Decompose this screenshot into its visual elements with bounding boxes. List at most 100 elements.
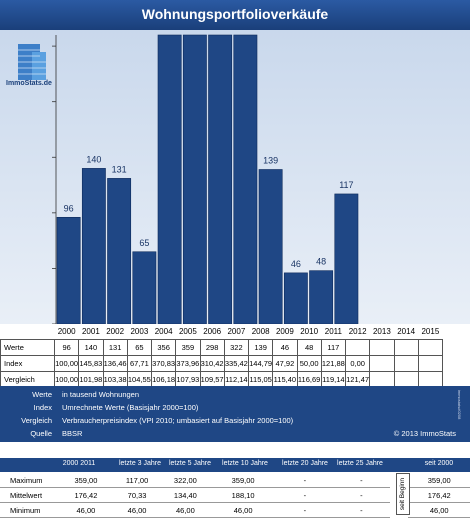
legend-value: in tausend Wohnungen [62, 390, 140, 399]
x-tick-label-2006: 2006 [203, 327, 222, 336]
table-cell: 145,83 [78, 355, 104, 372]
table-cell: 46 [272, 339, 298, 356]
table-cell: 144,79 [247, 355, 274, 372]
data-label-2003: 65 [139, 238, 149, 248]
x-tick-label-2010: 2010 [300, 327, 319, 336]
stats-cell: 134,40 [161, 487, 210, 503]
stats-header-cell: letzte 25 Jahre [337, 460, 383, 467]
legend-key: Werte [32, 390, 52, 399]
stats-cell: 188,10 [209, 487, 277, 503]
building-logo-icon [18, 44, 46, 80]
x-tick-label-2002: 2002 [106, 327, 125, 336]
vertical-label: seit Beginn [399, 478, 406, 511]
table-cell [417, 339, 444, 356]
table-cell: 298 [199, 339, 225, 356]
bar-2006 [208, 34, 233, 324]
table-row: Index 100,00 145,83 136,46 67,71 370,83 373,96… [0, 355, 444, 372]
table-cell [417, 355, 444, 372]
row-label: Werte [0, 339, 55, 356]
stats-cell: 70,33 [112, 487, 162, 503]
table-cell [344, 339, 371, 356]
legend-value: Umrechnete Werte (Basisjahr 2000=100) [62, 403, 199, 412]
copyright: © 2013 ImmoStats [393, 429, 456, 438]
page-title: Wohnungsportfolioverkäufe [141, 6, 329, 22]
table-cell: 0,00 [344, 355, 371, 372]
data-label-2002: 131 [112, 164, 127, 174]
table-cell [369, 339, 395, 356]
table-cell [369, 355, 395, 372]
x-tick-label-2007: 2007 [227, 327, 246, 336]
table-cell: 48 [296, 339, 322, 356]
bar-2007 [233, 34, 258, 324]
table-cell: 47,92 [272, 355, 298, 372]
table-cell: 310,42 [199, 355, 225, 372]
stats-cell: 359,00 [58, 473, 113, 488]
legend-key: Index [33, 403, 52, 412]
bar-2010 [309, 270, 334, 324]
table-cell: 100,00 [53, 355, 80, 372]
data-label-2009: 46 [291, 259, 301, 269]
x-tick-label-2003: 2003 [130, 327, 149, 336]
x-tick-label-2014: 2014 [397, 327, 416, 336]
stats-header-cell: seit 2000 [424, 460, 454, 467]
stats-cell: 322,00 [161, 473, 210, 488]
stats-cell: 117,00 [112, 473, 162, 488]
data-label-2000: 96 [64, 203, 74, 213]
stats-cell: 176,42 [408, 487, 470, 503]
x-tick-label-2008: 2008 [251, 327, 270, 336]
x-tick-label-2011: 2011 [324, 327, 342, 336]
table-cell: 140 [78, 339, 104, 356]
stats-cell: 359,00 [408, 473, 470, 488]
stats-cell: - [276, 502, 334, 518]
stats-cell: - [333, 487, 390, 503]
data-label-2008: 139 [263, 155, 278, 165]
data-label-2011: 117 [339, 180, 353, 190]
table-cell: 50,00 [296, 355, 322, 372]
table-cell: 335,42 [223, 355, 250, 372]
bar-2003 [132, 251, 157, 324]
title-bar: Wohnungsportfolioverkäufe [0, 0, 470, 30]
row-label: Index [0, 355, 55, 372]
table-cell [393, 339, 419, 356]
logo-text: ImmoStats.de [6, 80, 52, 87]
bar-2004 [157, 34, 182, 324]
stats-row-label: Mittelwert [0, 487, 59, 503]
x-tick-label-2012: 2012 [348, 327, 367, 336]
bar-2001 [81, 168, 106, 324]
table-cell: 65 [126, 339, 153, 356]
table-row: Werte 96 140 131 65 356 359 298 322 139 46 48 117 [0, 339, 444, 356]
bar-2009 [283, 272, 308, 324]
stats-cell: 176,42 [58, 487, 113, 503]
x-tick-label-2004: 2004 [154, 327, 173, 336]
stats-cell: - [333, 502, 390, 518]
stats-cell: 46,00 [112, 502, 162, 518]
stats-row: Maximum 359,00 117,00 322,00 359,00- -359,00 [0, 473, 470, 488]
table-cell: 117 [320, 339, 347, 356]
stats-cell: - [333, 473, 390, 488]
table-cell: 359 [175, 339, 201, 356]
stats-cell: 46,00 [161, 502, 210, 518]
table-cell: 370,83 [150, 355, 177, 372]
legend-panel: Werte in tausend Wohnungen Index Umrechnete… [0, 386, 470, 442]
table-cell: 373,96 [175, 355, 201, 372]
table-cell [393, 355, 419, 372]
table-cell: 131 [102, 339, 128, 356]
legend-key: Quelle [30, 429, 52, 438]
table-cell: 356 [150, 339, 177, 356]
x-tick-label-2000: 2000 [57, 327, 76, 336]
x-tick-label-2009: 2009 [275, 327, 294, 336]
table-cell: 139 [247, 339, 274, 356]
legend-value: BBSR [62, 429, 83, 438]
stats-cell: 359,00 [209, 473, 277, 488]
stats-header-cell: letzte 5 Jahre [168, 460, 212, 467]
data-label-2010: 48 [316, 257, 326, 267]
stats-row: Mittelwert 176,42 70,33 134,40 188,10- -176,4… [0, 487, 470, 503]
table-cell: 136,46 [102, 355, 128, 372]
bar-2000 [56, 216, 81, 324]
legend-key: Vergleich [21, 416, 52, 425]
vertical-label-box: seit Beginn [396, 473, 410, 515]
stats-header-cell: letzte 20 Jahre [282, 460, 328, 467]
stats-cell: - [276, 487, 334, 503]
stats-header: 2000 2011 letzte 3 Jahre letzte 5 Jahre let… [0, 458, 470, 472]
stats-row-label: Minimum [0, 502, 59, 518]
